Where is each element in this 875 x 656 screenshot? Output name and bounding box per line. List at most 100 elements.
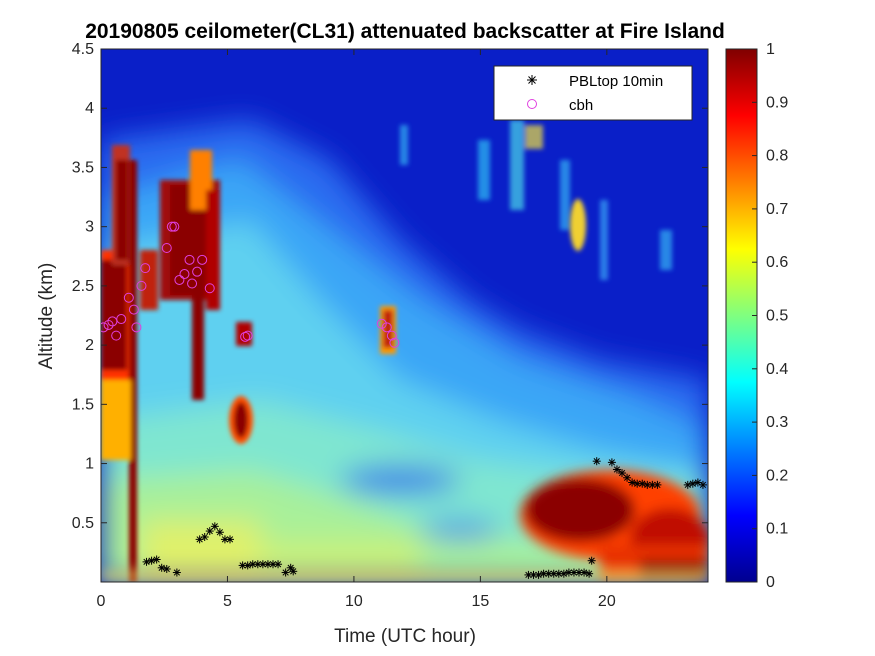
colorbar-tick-label: 0.9 bbox=[766, 94, 788, 111]
backscatter-heatmap bbox=[101, 49, 708, 582]
cbh-point bbox=[131, 322, 142, 333]
cbh-point bbox=[376, 318, 387, 329]
y-tick-label: 2.5 bbox=[72, 278, 94, 295]
y-tick-label: 3 bbox=[85, 219, 94, 236]
pbltop-point bbox=[152, 555, 161, 564]
pbltop-point bbox=[612, 465, 621, 474]
pbltop-point bbox=[142, 557, 151, 566]
pbltop-point bbox=[648, 480, 657, 489]
marker-series bbox=[101, 221, 707, 579]
cbh-point bbox=[184, 254, 195, 265]
y-axis-label: Altitude (km) bbox=[36, 263, 57, 370]
legend-box bbox=[493, 65, 693, 121]
pbltop-point bbox=[205, 527, 214, 536]
y-tick-label: 1 bbox=[85, 456, 94, 473]
pbltop-point bbox=[623, 473, 632, 482]
pbltop-point bbox=[274, 560, 283, 569]
colorbar-tick-label: 0.2 bbox=[766, 467, 788, 484]
pbltop-point bbox=[157, 563, 166, 572]
pbltop-point bbox=[200, 532, 209, 541]
pbltop-point bbox=[220, 535, 229, 544]
pbltop-point bbox=[253, 560, 262, 569]
y-tick-label: 3.5 bbox=[72, 159, 94, 176]
cbh-point bbox=[174, 274, 185, 285]
pbltop-point bbox=[587, 556, 596, 565]
pbltop-point bbox=[281, 568, 290, 577]
pbltop-point bbox=[549, 569, 558, 578]
cbh-point bbox=[169, 221, 180, 232]
pbltop-point bbox=[628, 478, 637, 487]
colorbar-tick-label: 0.8 bbox=[766, 148, 788, 165]
colorbar-tick-label: 0.5 bbox=[766, 308, 788, 325]
cbh-point bbox=[240, 331, 251, 342]
pbltop-point bbox=[195, 535, 204, 544]
pbltop-point bbox=[534, 570, 543, 579]
pbltop-point bbox=[580, 568, 589, 577]
x-tick-label: 5 bbox=[223, 593, 232, 610]
colorbar-tick-label: 0.4 bbox=[766, 361, 788, 378]
cbh-point bbox=[166, 221, 177, 232]
cbh-point bbox=[103, 319, 114, 330]
cbh-point bbox=[136, 280, 147, 291]
x-tick-label: 10 bbox=[345, 593, 363, 610]
cbh-point bbox=[204, 283, 215, 294]
pbltop-point bbox=[225, 535, 234, 544]
pbltop-point bbox=[243, 561, 252, 570]
colorbar-tick-label: 0.1 bbox=[766, 521, 788, 538]
cbh-point bbox=[381, 322, 392, 333]
cbh-point bbox=[161, 242, 172, 253]
cbh-point bbox=[389, 337, 400, 348]
pbltop-point bbox=[559, 569, 568, 578]
pbltop-point bbox=[638, 479, 647, 488]
colorbar-tick-label: 0.7 bbox=[766, 201, 788, 218]
legend-asterisk-icon bbox=[527, 75, 537, 85]
pbltop-point bbox=[592, 457, 601, 466]
y-tick-label: 4 bbox=[85, 100, 94, 117]
chart-title: 20190805 ceilometer(CL31) attenuated bac… bbox=[85, 20, 725, 43]
cbh-point bbox=[116, 314, 127, 325]
pbltop-point bbox=[263, 560, 272, 569]
cbh-point bbox=[187, 278, 198, 289]
axis-ticks: 0 5 10 15 20 0.5 1 1.5 2 2.5 3 3.5 4 4.5 bbox=[72, 41, 708, 610]
y-tick-label: 1.5 bbox=[72, 396, 94, 413]
cbh-point bbox=[111, 330, 122, 341]
x-tick-label: 0 bbox=[97, 593, 106, 610]
y-tick-label: 2 bbox=[85, 337, 94, 354]
y-tick-label: 4.5 bbox=[72, 41, 94, 58]
pbltop-point bbox=[554, 569, 563, 578]
pbltop-point bbox=[147, 556, 156, 565]
pbltop-point bbox=[607, 458, 616, 467]
colorbar-tick-label: 0 bbox=[766, 574, 775, 591]
cbh-point bbox=[140, 263, 151, 274]
x-tick-label: 20 bbox=[598, 593, 616, 610]
pbltop-point bbox=[210, 522, 219, 531]
pbltop-point bbox=[289, 567, 298, 576]
pbltop-point bbox=[162, 564, 171, 573]
legend: PBLtop 10min cbh bbox=[493, 65, 693, 121]
colorbar-tick-label: 0.3 bbox=[766, 414, 788, 431]
pbltop-point bbox=[688, 479, 697, 488]
cbh-point bbox=[197, 254, 208, 265]
cbh-point bbox=[179, 269, 190, 280]
pbltop-point bbox=[564, 568, 573, 577]
y-tick-label: 0.5 bbox=[72, 515, 94, 532]
legend-label-pbltop: PBLtop 10min bbox=[569, 73, 663, 90]
plot-axes-box bbox=[100, 48, 709, 583]
colorbar-ticks: 0 0.1 0.2 0.3 0.4 0.5 0.6 0.7 0.8 0.9 1 bbox=[752, 41, 788, 591]
pbltop-point bbox=[683, 480, 692, 489]
pbltop-point bbox=[268, 560, 277, 569]
x-tick-label: 15 bbox=[471, 593, 489, 610]
legend-circle-icon bbox=[527, 99, 537, 109]
pbltop-point bbox=[215, 528, 224, 537]
cbh-point bbox=[128, 304, 139, 315]
pbltop-point bbox=[585, 569, 594, 578]
cbh-point bbox=[192, 266, 203, 277]
pbltop-point bbox=[618, 469, 627, 478]
colorbar-tick-label: 1 bbox=[766, 41, 775, 58]
pbltop-point bbox=[653, 480, 662, 489]
x-axis-label: Time (UTC hour) bbox=[334, 626, 476, 647]
cbh-point bbox=[101, 322, 109, 333]
colorbar bbox=[725, 48, 758, 583]
pbltop-point bbox=[172, 568, 181, 577]
cbh-point bbox=[123, 292, 134, 303]
